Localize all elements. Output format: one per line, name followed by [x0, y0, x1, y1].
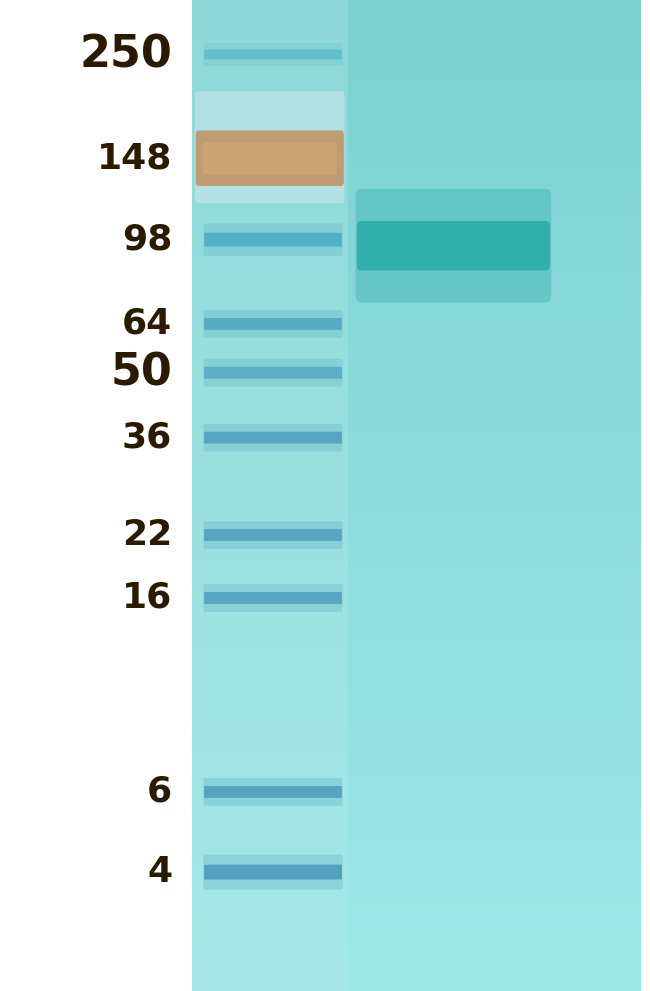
Text: 36: 36	[122, 420, 172, 455]
FancyBboxPatch shape	[203, 778, 343, 806]
Text: 50: 50	[111, 351, 172, 394]
FancyBboxPatch shape	[204, 592, 342, 604]
FancyBboxPatch shape	[203, 584, 343, 611]
FancyBboxPatch shape	[356, 189, 551, 302]
FancyBboxPatch shape	[204, 318, 342, 330]
FancyBboxPatch shape	[203, 223, 343, 256]
Text: 250: 250	[79, 33, 172, 76]
FancyBboxPatch shape	[204, 50, 342, 59]
FancyBboxPatch shape	[203, 424, 343, 452]
FancyBboxPatch shape	[195, 91, 344, 203]
Text: 22: 22	[122, 518, 172, 552]
Text: 148: 148	[97, 141, 172, 175]
Bar	[192, 0, 348, 991]
Text: 4: 4	[147, 855, 172, 889]
FancyBboxPatch shape	[203, 854, 343, 890]
FancyBboxPatch shape	[204, 432, 342, 444]
FancyBboxPatch shape	[204, 864, 342, 880]
FancyBboxPatch shape	[204, 233, 342, 247]
FancyBboxPatch shape	[204, 786, 342, 798]
Text: 64: 64	[122, 307, 172, 341]
FancyBboxPatch shape	[204, 367, 342, 379]
Text: 16: 16	[122, 581, 172, 615]
FancyBboxPatch shape	[203, 359, 343, 386]
FancyBboxPatch shape	[204, 529, 342, 541]
Text: 98: 98	[122, 223, 172, 257]
FancyBboxPatch shape	[203, 521, 343, 549]
FancyBboxPatch shape	[203, 43, 343, 66]
FancyBboxPatch shape	[196, 131, 344, 186]
FancyBboxPatch shape	[203, 142, 337, 174]
FancyBboxPatch shape	[357, 221, 550, 271]
Text: 6: 6	[147, 775, 172, 809]
FancyBboxPatch shape	[203, 310, 343, 338]
